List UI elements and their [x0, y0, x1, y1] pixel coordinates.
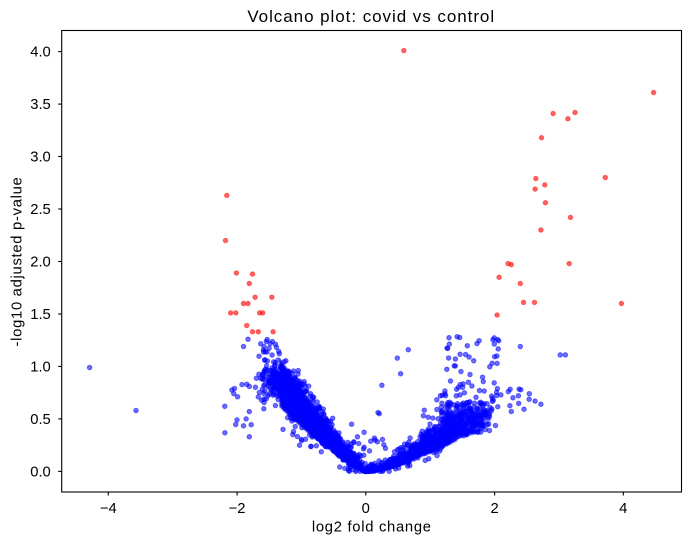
- svg-text:1.0: 1.0: [30, 360, 51, 376]
- svg-text:-log10 adjusted p-value: -log10 adjusted p-value: [9, 177, 25, 347]
- svg-text:Volcano plot: covid vs control: Volcano plot: covid vs control: [247, 7, 495, 26]
- svg-text:3.0: 3.0: [30, 150, 51, 166]
- svg-text:2: 2: [490, 501, 498, 517]
- svg-text:−2: −2: [229, 501, 246, 517]
- svg-text:1.5: 1.5: [30, 307, 51, 323]
- svg-text:−4: −4: [100, 501, 117, 517]
- svg-text:2.5: 2.5: [30, 202, 51, 218]
- svg-text:0.5: 0.5: [30, 412, 51, 428]
- svg-text:0: 0: [362, 501, 370, 517]
- svg-text:log2 fold change: log2 fold change: [312, 519, 432, 535]
- svg-text:3.5: 3.5: [30, 97, 51, 113]
- svg-text:4.0: 4.0: [30, 45, 51, 61]
- svg-text:0.0: 0.0: [30, 465, 51, 481]
- svg-text:2.0: 2.0: [30, 255, 51, 271]
- svg-text:4: 4: [619, 501, 627, 517]
